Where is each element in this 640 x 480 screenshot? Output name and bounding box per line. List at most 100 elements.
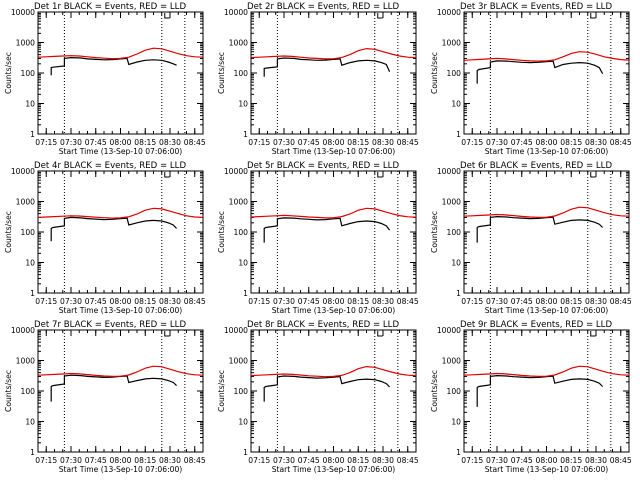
y-axis-label: Counts/sec bbox=[430, 211, 439, 253]
x-tick-label: 07:45 bbox=[298, 456, 320, 465]
x-tick-label: 07:45 bbox=[85, 138, 107, 147]
events-series-line bbox=[263, 217, 391, 243]
x-tick-label: 08:15 bbox=[560, 456, 582, 465]
y-tick-label: 10000 bbox=[437, 8, 461, 17]
x-tick-label: 07:15 bbox=[248, 456, 270, 465]
y-tick-label: 10000 bbox=[437, 326, 461, 335]
lld-series-line bbox=[463, 51, 630, 62]
x-tick-label: 07:45 bbox=[511, 456, 533, 465]
top-marker bbox=[377, 13, 383, 19]
x-tick-label: 08:30 bbox=[585, 138, 607, 147]
plot-frame bbox=[463, 329, 630, 453]
y-tick-label: 1000 bbox=[442, 357, 461, 366]
y-tick-label: 100 bbox=[21, 228, 36, 237]
x-tick-label: 08:30 bbox=[159, 138, 181, 147]
lld-series-line bbox=[463, 365, 630, 378]
x-tick-label: 07:15 bbox=[35, 297, 57, 306]
top-marker bbox=[590, 172, 596, 178]
events-series-line bbox=[476, 60, 604, 84]
x-tick-label: 07:30 bbox=[273, 138, 295, 147]
y-tick-label: 10000 bbox=[224, 326, 248, 335]
x-tick-label: 07:30 bbox=[486, 297, 508, 306]
y-axis: 1 10 100 1000 10000 bbox=[437, 326, 629, 457]
y-axis-label: Counts/sec bbox=[217, 211, 226, 253]
y-tick-label: 1 bbox=[30, 130, 35, 139]
top-marker bbox=[164, 172, 170, 178]
y-axis-label: Counts/sec bbox=[430, 370, 439, 412]
lld-series-line bbox=[37, 207, 204, 219]
y-tick-label: 100 bbox=[21, 387, 36, 396]
lld-series-line bbox=[250, 365, 417, 378]
top-marker bbox=[590, 331, 596, 337]
x-tick-label: 08:45 bbox=[397, 138, 419, 147]
y-tick-label: 10 bbox=[451, 259, 461, 268]
top-marker bbox=[164, 331, 170, 337]
panel-title: Det 9r BLACK = Events, RED = LLD bbox=[460, 320, 612, 330]
lld-series-line bbox=[463, 206, 630, 219]
plot-frame bbox=[463, 11, 630, 135]
y-tick-label: 1 bbox=[456, 289, 461, 298]
y-tick-label: 10 bbox=[238, 259, 248, 268]
panel-title: Det 2r BLACK = Events, RED = LLD bbox=[247, 2, 399, 12]
x-axis-label: Start Time (13-Sep-10 07:06:00) bbox=[59, 465, 183, 474]
x-axis-label: Start Time (13-Sep-10 07:06:00) bbox=[272, 306, 396, 315]
x-tick-label: 08:30 bbox=[372, 297, 394, 306]
panel-5: Det 5r BLACK = Events, RED = LLD 1 10 100 10… bbox=[217, 161, 419, 315]
y-axis-label: Counts/sec bbox=[4, 211, 13, 253]
y-tick-label: 100 bbox=[447, 387, 462, 396]
events-series-line bbox=[50, 56, 177, 76]
y-tick-label: 10000 bbox=[11, 326, 35, 335]
x-tick-label: 07:30 bbox=[60, 297, 82, 306]
plot-frame bbox=[37, 11, 204, 135]
x-axis: 07:15 07:30 07:45 08:00 08:15 08:30 08:45 bbox=[461, 330, 632, 465]
top-marker bbox=[377, 331, 383, 337]
y-axis-label: Counts/sec bbox=[217, 370, 226, 412]
x-tick-label: 08:30 bbox=[585, 297, 607, 306]
y-axis: 1 10 100 1000 10000 bbox=[224, 167, 416, 298]
y-tick-label: 1000 bbox=[16, 357, 35, 366]
x-tick-label: 08:15 bbox=[347, 297, 369, 306]
x-tick-label: 08:45 bbox=[610, 297, 632, 306]
x-axis-label: Start Time (13-Sep-10 07:06:00) bbox=[272, 147, 396, 156]
x-axis-label: Start Time (13-Sep-10 07:06:00) bbox=[272, 465, 396, 474]
x-tick-label: 07:30 bbox=[60, 456, 82, 465]
x-tick-label: 07:15 bbox=[248, 138, 270, 147]
panel-3: Det 3r BLACK = Events, RED = LLD 1 10 100 10… bbox=[430, 2, 632, 156]
y-tick-label: 1 bbox=[243, 130, 248, 139]
x-axis-label: Start Time (13-Sep-10 07:06:00) bbox=[485, 465, 609, 474]
x-tick-label: 08:45 bbox=[184, 297, 206, 306]
y-tick-label: 10 bbox=[451, 100, 461, 109]
x-tick-label: 08:30 bbox=[159, 297, 181, 306]
x-tick-label: 07:15 bbox=[248, 297, 270, 306]
top-marker bbox=[164, 13, 170, 19]
x-tick-label: 07:45 bbox=[511, 138, 533, 147]
x-tick-label: 08:15 bbox=[560, 138, 582, 147]
x-tick-label: 07:30 bbox=[60, 138, 82, 147]
x-axis: 07:15 07:30 07:45 08:00 08:15 08:30 08:45 bbox=[35, 330, 206, 465]
x-tick-label: 07:15 bbox=[35, 456, 57, 465]
x-tick-label: 08:15 bbox=[347, 138, 369, 147]
x-tick-label: 07:30 bbox=[273, 456, 295, 465]
x-tick-label: 07:45 bbox=[298, 297, 320, 306]
top-marker bbox=[377, 172, 383, 178]
y-tick-label: 10 bbox=[451, 418, 461, 427]
y-tick-label: 100 bbox=[234, 387, 249, 396]
x-tick-label: 07:15 bbox=[461, 297, 483, 306]
x-tick-label: 08:00 bbox=[536, 297, 558, 306]
x-tick-label: 08:30 bbox=[585, 456, 607, 465]
x-tick-label: 08:30 bbox=[372, 456, 394, 465]
x-tick-label: 08:00 bbox=[323, 456, 345, 465]
plot-frame bbox=[463, 170, 630, 294]
x-tick-label: 08:00 bbox=[536, 138, 558, 147]
y-tick-label: 1000 bbox=[442, 39, 461, 48]
events-series-line bbox=[50, 216, 178, 242]
lld-series-line bbox=[250, 207, 417, 219]
plot-frame bbox=[37, 329, 204, 453]
panel-6: Det 6r BLACK = Events, RED = LLD 1 10 100 10… bbox=[430, 161, 632, 315]
panel-title: Det 6r BLACK = Events, RED = LLD bbox=[460, 161, 612, 171]
x-tick-label: 08:15 bbox=[134, 297, 156, 306]
x-axis-label: Start Time (13-Sep-10 07:06:00) bbox=[485, 147, 609, 156]
plot-frame bbox=[250, 11, 417, 135]
y-tick-label: 100 bbox=[21, 69, 36, 78]
